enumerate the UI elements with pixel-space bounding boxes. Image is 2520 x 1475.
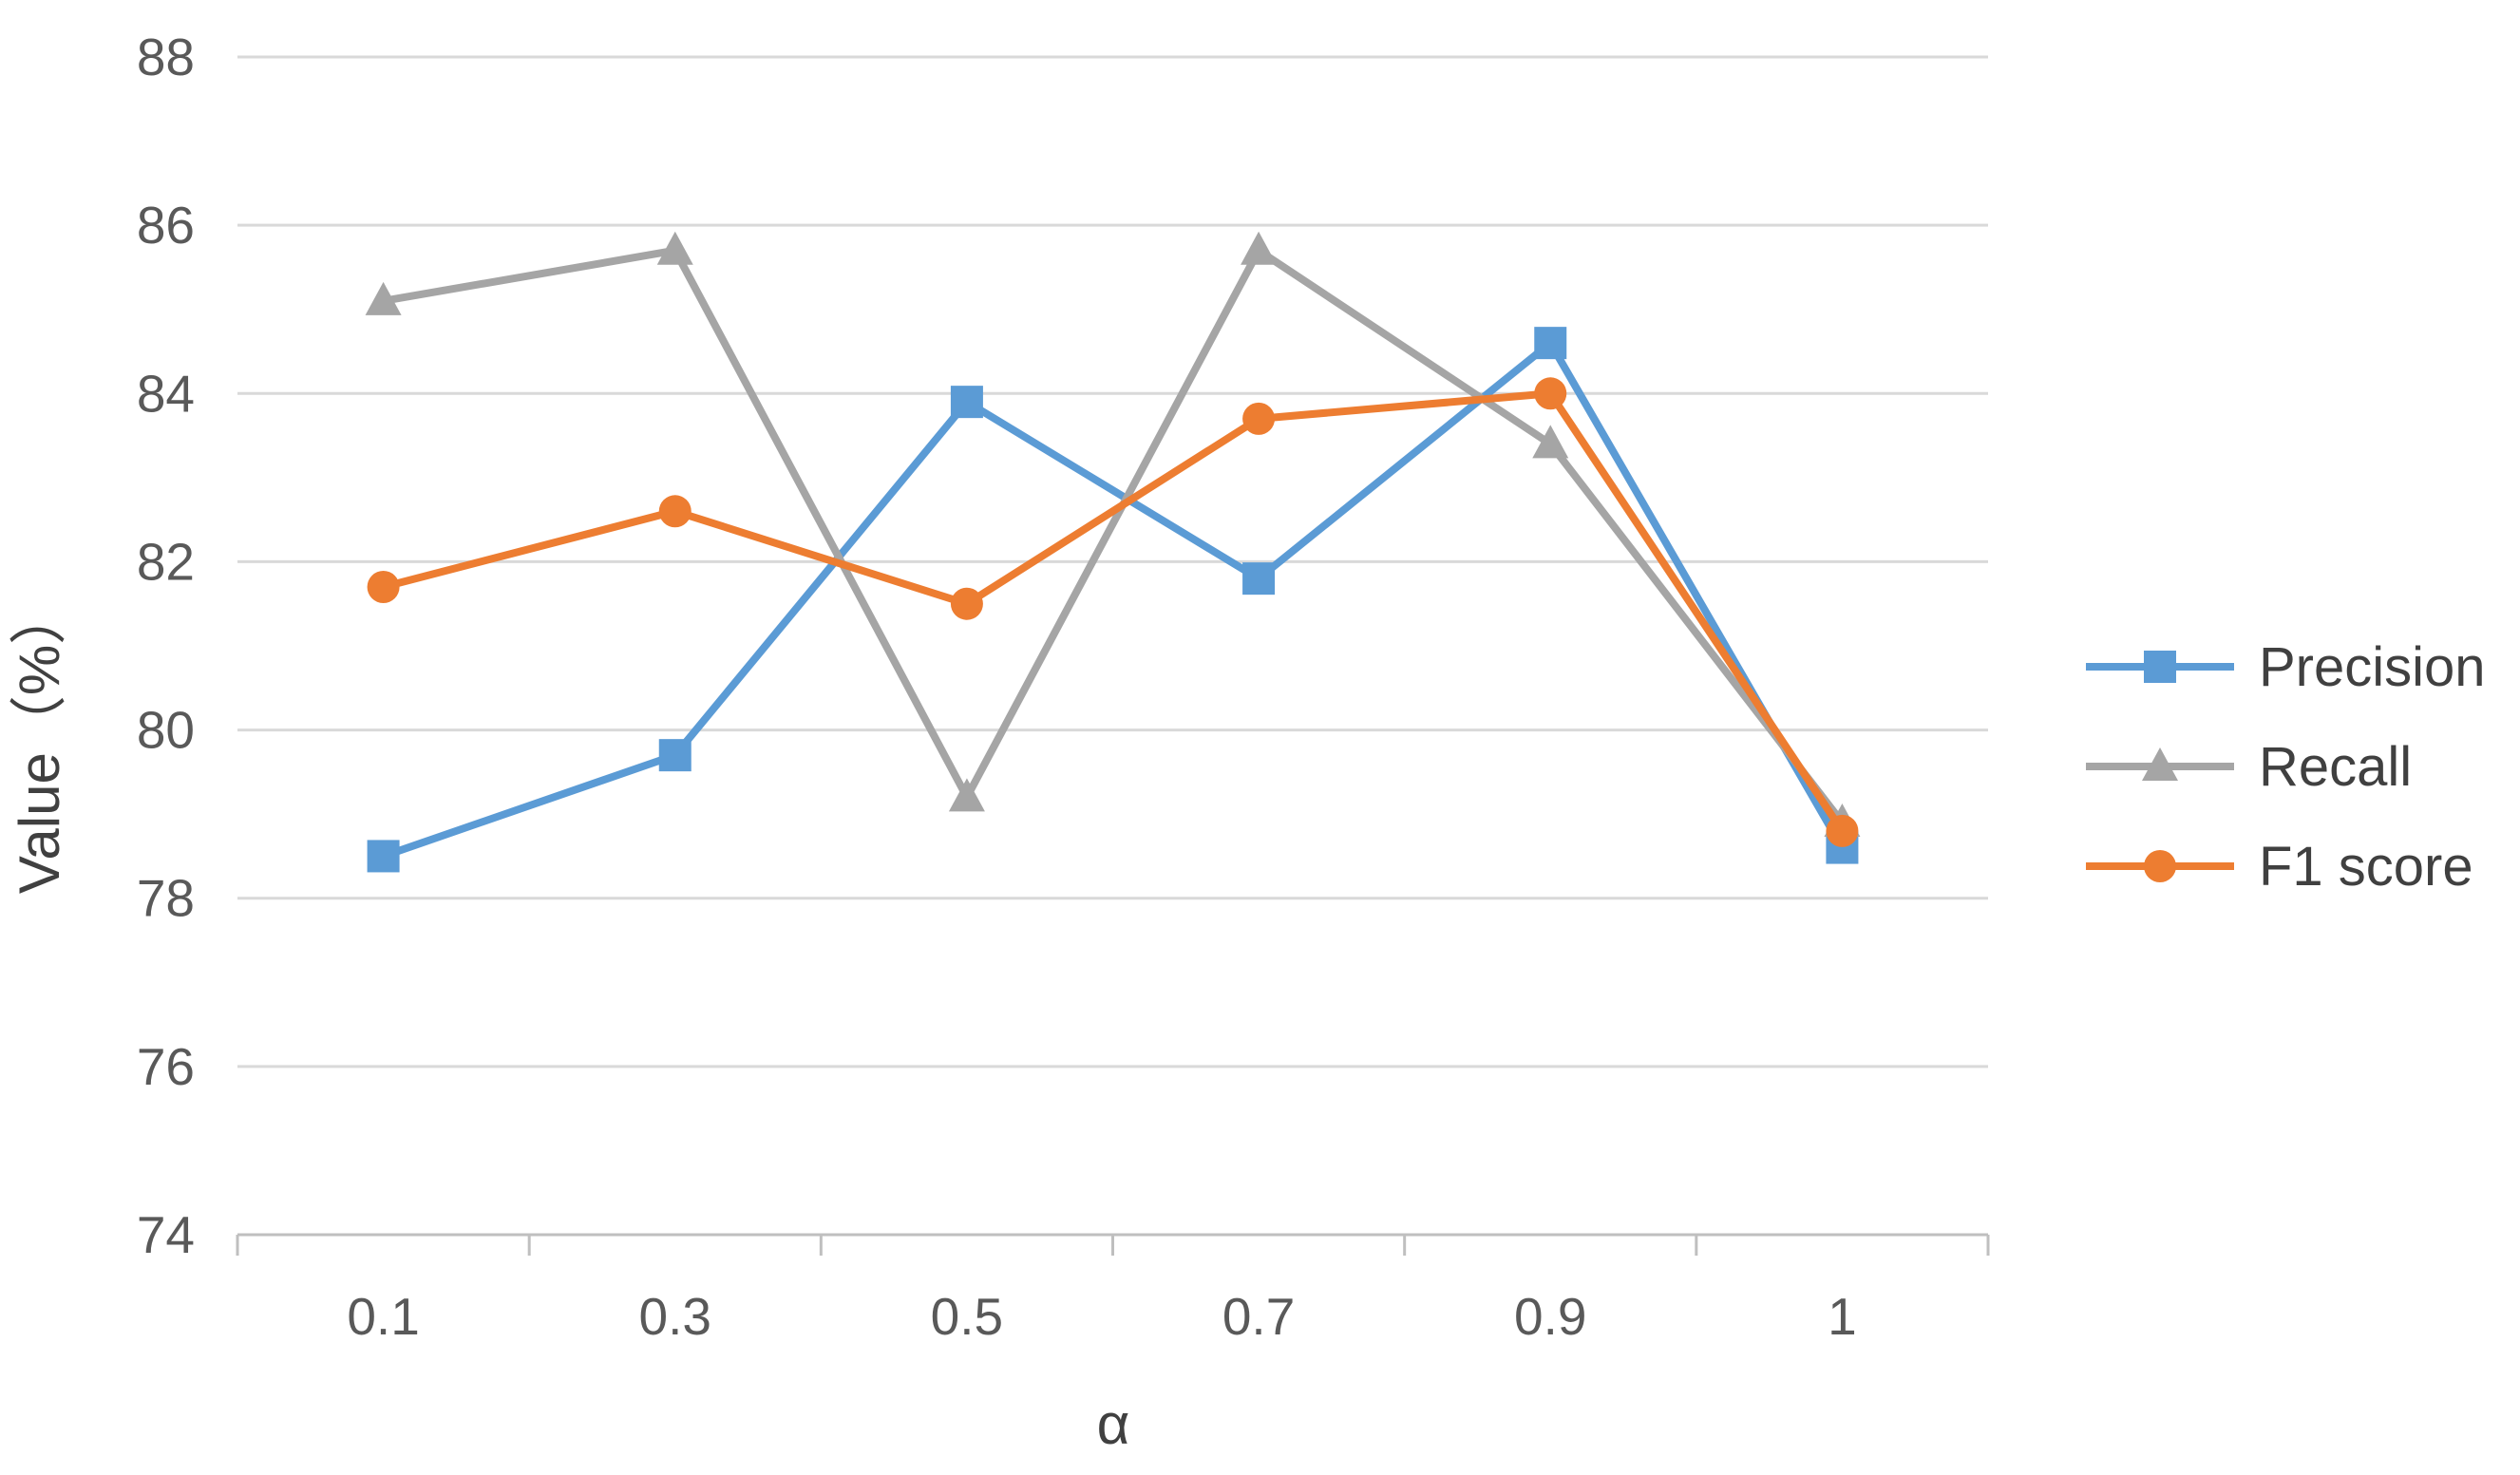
legend-item: Recall	[2086, 736, 2412, 798]
legend-marker	[2142, 747, 2178, 781]
data-point	[950, 587, 983, 620]
legend-marker	[2144, 651, 2176, 683]
legend-label: Precision	[2259, 636, 2486, 698]
data-point	[1534, 377, 1567, 410]
y-tick-label: 76	[137, 1037, 195, 1096]
x-tick-label: 0.9	[1514, 1287, 1586, 1346]
y-tick-label: 74	[137, 1205, 195, 1264]
x-tick-label: 1	[1828, 1287, 1857, 1346]
y-tick-label: 84	[137, 364, 195, 423]
data-point	[948, 778, 985, 812]
x-tick-label: 0.5	[931, 1287, 1003, 1346]
series-line	[379, 246, 1847, 826]
y-tick-label: 86	[137, 196, 195, 255]
legend-label: F1 score	[2259, 836, 2473, 898]
data-point	[1532, 425, 1569, 459]
legend-label: Recall	[2259, 736, 2412, 798]
y-axis-label: Value（%）	[8, 588, 71, 894]
legend-item: F1 score	[2086, 836, 2473, 898]
y-tick-label: 80	[137, 701, 195, 760]
data-point	[658, 739, 692, 772]
data-point	[658, 495, 692, 528]
y-tick-label: 88	[137, 28, 195, 86]
x-axis: 0.1 0.3 0.5 0.7 0.9 1	[236, 1233, 1990, 1346]
legend-item: Precision	[2086, 636, 2486, 698]
data-point	[656, 231, 693, 265]
data-point	[950, 386, 983, 419]
data-point	[367, 571, 400, 603]
y-axis-ticks: 74 76 78 80 82 84 86 88	[137, 28, 195, 1264]
series-f1-score	[367, 377, 1859, 847]
x-tick-label: 0.3	[639, 1287, 711, 1346]
series-line	[379, 339, 1847, 860]
series-line	[379, 389, 1847, 835]
data-point	[365, 281, 402, 315]
series-group	[365, 231, 1861, 873]
data-point	[1242, 402, 1276, 435]
x-axis-label: α	[1097, 1392, 1130, 1456]
legend-marker	[2144, 850, 2176, 882]
y-tick-label: 82	[137, 532, 195, 591]
y-tick-label: 78	[137, 869, 195, 928]
data-point	[1241, 231, 1278, 265]
data-point	[367, 840, 400, 873]
legend: Precision Recall F1 score	[2086, 636, 2486, 898]
x-tick-label: 0.1	[347, 1287, 419, 1346]
data-point	[1534, 327, 1567, 360]
x-tick-label: 0.7	[1222, 1287, 1295, 1346]
data-point	[1826, 814, 1859, 847]
series-precision	[367, 327, 1859, 873]
data-point	[1242, 562, 1276, 596]
gridlines	[237, 55, 1988, 1068]
